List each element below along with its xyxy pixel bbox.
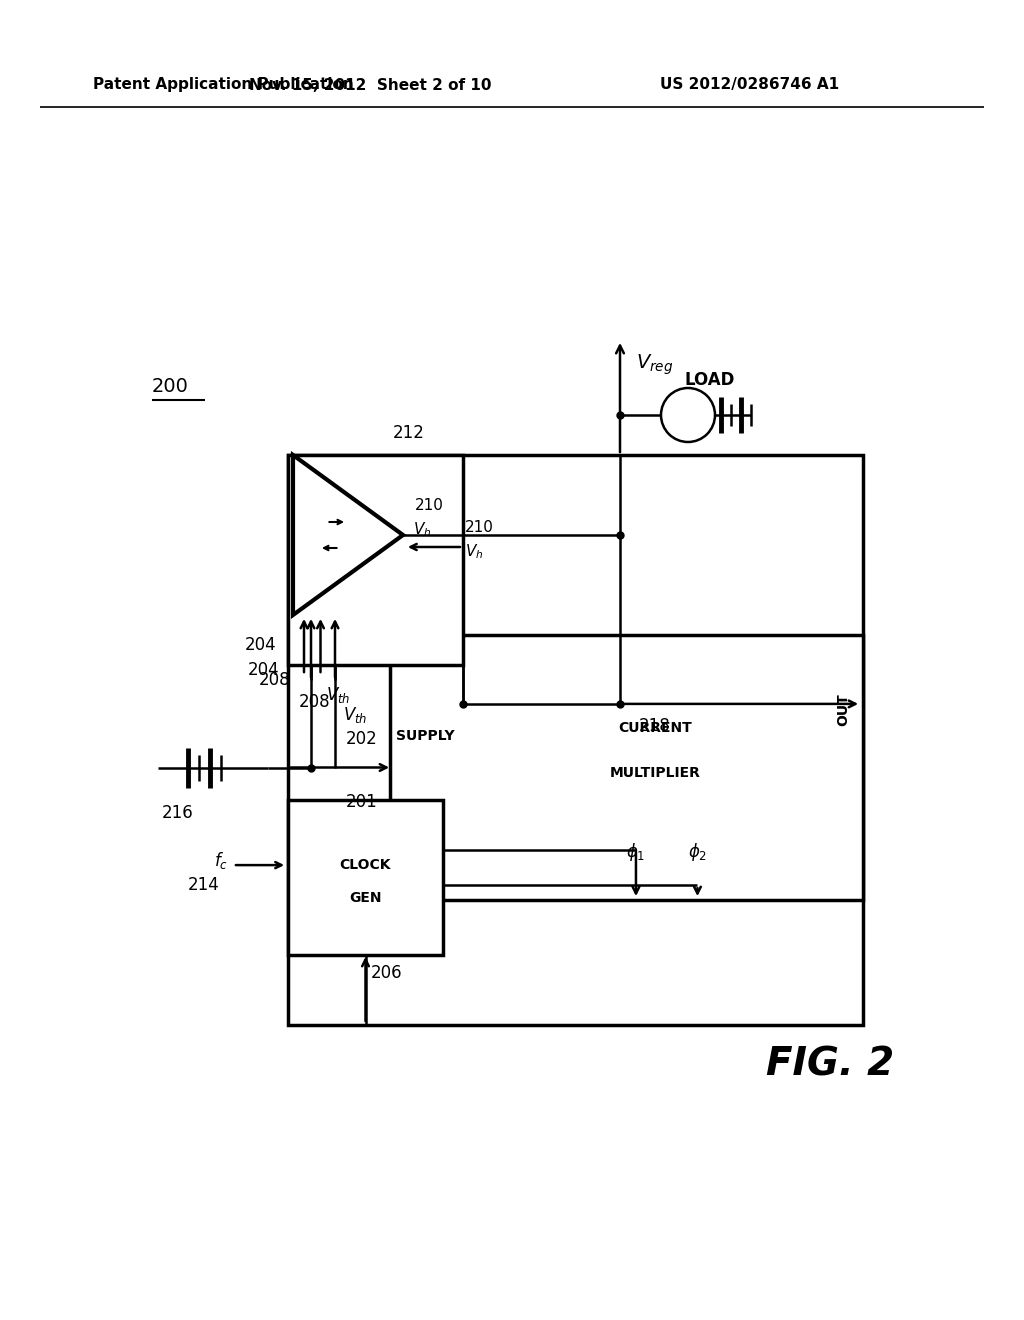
Bar (288, 455, 463, 665)
Text: $f_c$: $f_c$ (214, 850, 228, 871)
Text: 208: 208 (298, 693, 330, 711)
Text: $V_h$: $V_h$ (413, 520, 431, 540)
Text: 212: 212 (393, 424, 425, 442)
Text: 206: 206 (371, 964, 402, 982)
Text: LOAD: LOAD (685, 371, 735, 389)
Text: 216: 216 (162, 804, 194, 821)
Text: MULTIPLIER: MULTIPLIER (609, 766, 700, 780)
Text: $\phi_2$: $\phi_2$ (688, 841, 707, 863)
Text: CURRENT: CURRENT (618, 721, 692, 735)
Bar (288, 800, 443, 954)
Text: 204: 204 (248, 661, 279, 678)
Text: US 2012/0286746 A1: US 2012/0286746 A1 (660, 78, 839, 92)
Text: SUPPLY: SUPPLY (395, 729, 455, 743)
Text: 218: 218 (639, 717, 671, 735)
Text: 210: 210 (415, 498, 443, 512)
Bar (390, 635, 863, 900)
Text: 200: 200 (152, 378, 188, 396)
Text: 208: 208 (259, 671, 291, 689)
Text: CLOCK: CLOCK (340, 858, 391, 873)
Text: OUT: OUT (836, 693, 850, 726)
Text: 214: 214 (188, 876, 220, 894)
Bar (288, 455, 863, 1026)
Text: 201: 201 (346, 793, 378, 810)
Text: Nov. 15, 2012  Sheet 2 of 10: Nov. 15, 2012 Sheet 2 of 10 (249, 78, 492, 92)
Text: GEN: GEN (349, 891, 382, 904)
Text: $\phi_1$: $\phi_1$ (627, 841, 645, 863)
Text: 204: 204 (245, 636, 276, 653)
Text: $V_{reg}$: $V_{reg}$ (636, 352, 674, 378)
Text: $V_{th}$: $V_{th}$ (326, 685, 350, 705)
Text: Patent Application Publication: Patent Application Publication (93, 78, 353, 92)
Circle shape (662, 388, 715, 442)
Text: $V_{th}$: $V_{th}$ (343, 705, 368, 725)
Text: 210: 210 (465, 520, 494, 535)
Polygon shape (293, 455, 403, 615)
Text: $V_h$: $V_h$ (465, 543, 483, 561)
Text: FIG. 2: FIG. 2 (766, 1045, 894, 1084)
Text: 202: 202 (346, 730, 378, 748)
